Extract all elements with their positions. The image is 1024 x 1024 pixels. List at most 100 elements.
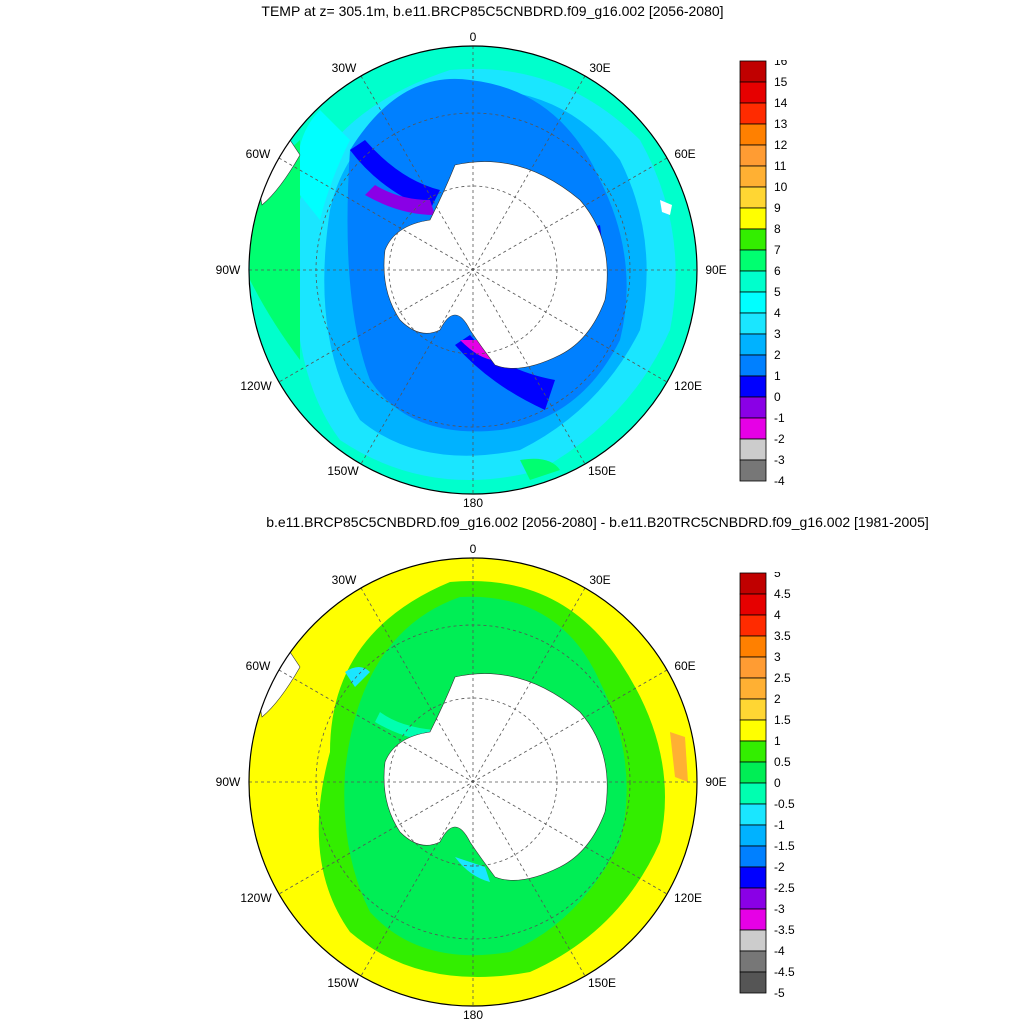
colorbar-label: -5 [774,986,785,1000]
colorbar-swatch [739,396,767,419]
lon-label: 60E [674,147,695,161]
colorbar-swatch [739,614,767,637]
lon-label: 90W [216,263,241,277]
colorbar-swatch [739,677,767,700]
colorbar-swatch [739,312,767,335]
colorbar-swatch [739,291,767,314]
colorbar-swatch [739,123,767,146]
lon-label: 0 [470,542,477,556]
colorbar-swatch [739,593,767,616]
colorbar-swatch [739,929,767,952]
colorbar-label: 3 [774,327,781,341]
colorbar-label: -0.5 [774,797,795,811]
polar-map-temperature-difference: 0 30E 60E 90E 120E 150E 180 150W 120W 90… [216,542,727,1022]
colorbar-label: -2 [774,432,785,446]
colorbar-swatch [739,908,767,931]
colorbar-label: 3 [774,650,781,664]
lon-label: 60E [674,659,695,673]
shelf-cold-west-inner [365,185,435,215]
colorbar-swatch [739,740,767,763]
colorbar-swatch [739,459,767,482]
lon-label: 120E [674,379,702,393]
lon-label: 30W [332,61,357,75]
colorbar-swatch [739,698,767,721]
colorbar-swatch [739,417,767,440]
graticule-top [249,46,697,494]
lon-label: 90E [705,263,726,277]
colorbar-difference: 5 4.5 4 3.5 3 2.5 2 1.5 1 0.5 0 -0.5 -1 -1.5 -2 -2.5 -3 -… [739,572,795,1000]
lon-label: 120W [240,379,272,393]
polar-map-temperature: 0 30E 60E 90E 120E 150E 180 150W 120W 90… [216,30,727,510]
colorbar-label: 11 [774,159,787,173]
colorbar-swatch [739,270,767,293]
lon-label: 30W [332,573,357,587]
colorbar-swatch [739,438,767,461]
colorbar-label: 0 [774,776,781,790]
colorbar-label: 8 [774,222,781,236]
island-landmass [660,200,672,215]
colorbar-label: 0.5 [774,755,791,769]
colorbar-label: -3.5 [774,923,795,937]
colorbar-label: 13 [774,117,788,131]
colorbar-label: -1 [774,411,785,425]
colorbar-label: -3 [774,453,785,467]
graticule-bottom [249,558,697,1006]
colorbar-swatch [739,635,767,658]
lon-labels-top: 0 30E 60E 90E 120E 150E 180 150W 120W 90… [216,30,727,510]
colorbar-swatch [739,656,767,679]
colorbar-label: 15 [774,75,788,89]
colorbar-label: 0 [774,390,781,404]
colorbar-swatch [739,144,767,167]
colorbar-swatch [739,249,767,272]
lon-label: 180 [463,496,483,510]
colorbar-label: 1 [774,369,781,383]
colorbar-label: 9 [774,201,781,215]
colorbar-swatch [739,824,767,847]
colorbar-label: 3.5 [774,629,791,643]
colorbar-swatch [739,207,767,230]
lon-label: 150W [327,464,359,478]
colorbar-label: 4.5 [774,587,791,601]
colorbar-label: 14 [774,96,788,110]
lon-label: 0 [470,30,477,44]
colorbar-swatch [739,782,767,805]
colorbar-label: 4 [774,306,781,320]
colorbar-swatch [739,354,767,377]
lon-label: 120E [674,891,702,905]
lon-labels-bottom: 0 30E 60E 90E 120E 150E 180 150W 120W 90… [216,542,727,1022]
shelf-cool-ross [455,857,490,882]
colorbar-label: -2.5 [774,881,795,895]
map-title-bottom: b.e11.BRCP85C5CNBDRD.f09_g16.002 [2056-2… [266,514,929,530]
colorbar-label: 5 [774,285,781,299]
ocean-band-4to5 [297,110,350,220]
colorbar-swatch [739,971,767,994]
colorbar-label: 7 [774,243,781,257]
colorbar-swatch [739,803,767,826]
map-boundary-bottom [248,557,698,1007]
lon-label: 90W [216,775,241,789]
colorbar-swatch [739,761,767,784]
colorbar-label: 1.5 [774,713,791,727]
colorbar-label: 12 [774,138,788,152]
colorbar-label: 10 [774,180,788,194]
colorbar-label: -2 [774,860,785,874]
colorbar-label: 2 [774,348,781,362]
colorbar-swatch [739,375,767,398]
colorbar-label: -4 [774,944,785,958]
lon-label: 30E [589,61,610,75]
colorbar-label: -1.5 [774,839,795,853]
colorbar-swatch [739,186,767,209]
colorbar-swatch [739,845,767,868]
colorbar-label: 4 [774,608,781,622]
colorbar-label: 2.5 [774,671,791,685]
shelf-cold-west [350,140,440,210]
lon-label: 60W [246,147,271,161]
colorbar-swatch [739,950,767,973]
lon-label: 120W [240,891,272,905]
lon-label: 90E [705,775,726,789]
colorbar-label: 16 [774,60,788,68]
colorbar-swatch [739,102,767,125]
colorbar-swatch [739,719,767,742]
ocean-warm-patch [520,458,560,480]
shelf-cool-peninsula [345,667,370,687]
